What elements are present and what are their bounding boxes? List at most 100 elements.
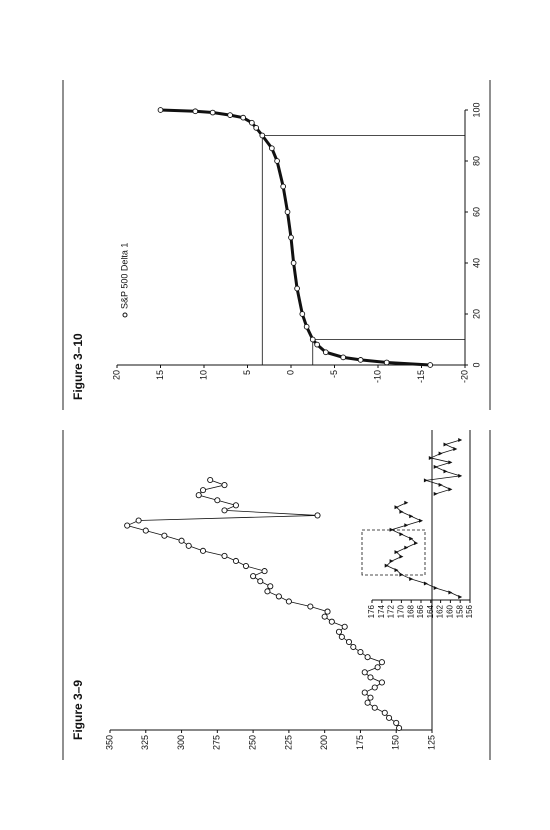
point: [443, 469, 448, 474]
point: [384, 563, 389, 568]
point: [274, 158, 280, 164]
highlight-box: [361, 529, 426, 576]
point: [199, 487, 207, 494]
x-tick-label: 20: [471, 309, 481, 319]
y-tick-label: 350: [104, 735, 114, 750]
x-tick-label: 60: [471, 207, 481, 217]
point: [240, 114, 247, 121]
point: [338, 633, 345, 640]
point: [364, 699, 371, 706]
y-tick-label: 325: [140, 735, 150, 750]
point: [250, 573, 257, 580]
point: [458, 595, 463, 599]
point: [414, 541, 419, 546]
y-tick-label: 172: [387, 604, 396, 618]
point: [438, 451, 443, 456]
y-tick-label: 0: [285, 370, 295, 375]
y-tick-label: -20: [459, 370, 469, 383]
point: [157, 107, 164, 113]
point: [367, 694, 374, 701]
y-tick-label: 166: [416, 604, 425, 618]
point: [322, 349, 329, 356]
point: [259, 132, 266, 139]
y-tick-label: 250: [247, 735, 257, 750]
point: [124, 522, 131, 529]
point: [381, 709, 388, 716]
y-tick-label: 200: [319, 735, 329, 750]
point: [419, 518, 423, 523]
point: [394, 505, 399, 510]
point: [199, 547, 207, 554]
point: [378, 679, 385, 686]
figure-3-9: Figure 3–9 125 150 175 200 225 250 275 300 325 35…: [62, 430, 491, 760]
x-tick-label: 100: [471, 102, 481, 117]
point: [361, 689, 368, 696]
point: [314, 341, 320, 348]
point: [399, 554, 404, 559]
y-tick-label: -5: [329, 370, 339, 378]
point: [221, 507, 228, 514]
point: [267, 583, 274, 590]
point: [135, 517, 142, 524]
point: [393, 719, 400, 726]
figure-3-10: Figure 3–10 -20 -15 -10 -5 0 5 10 15 20 0 20 40 60 80…: [62, 80, 491, 410]
point: [221, 482, 228, 489]
legend-marker: [122, 312, 128, 318]
point: [324, 608, 331, 615]
y-tick-label: 275: [212, 735, 222, 750]
point: [185, 542, 192, 549]
point: [364, 654, 371, 661]
point: [261, 568, 268, 575]
point: [409, 514, 414, 519]
point: [399, 532, 404, 537]
y-tick-label: -15: [416, 370, 426, 383]
y-tick-label: 300: [176, 735, 186, 750]
y-tick-label: 174: [377, 604, 386, 618]
point: [340, 354, 347, 361]
point: [232, 502, 239, 509]
point: [227, 112, 233, 118]
series-line: [125, 479, 400, 729]
point: [242, 562, 250, 570]
y-tick-label: 164: [426, 604, 435, 618]
point: [409, 577, 414, 582]
x-tick-label: 40: [471, 258, 481, 268]
point: [374, 664, 381, 671]
point: [284, 209, 291, 215]
point: [371, 684, 378, 691]
point: [453, 446, 458, 451]
point: [448, 590, 453, 595]
point: [357, 357, 364, 363]
point: [361, 669, 368, 676]
point: [269, 145, 275, 152]
point: [321, 613, 328, 620]
point: [438, 482, 443, 487]
point: [303, 323, 310, 330]
point: [307, 603, 314, 610]
y-tick-label: 20: [111, 370, 121, 380]
y-tick-label: 168: [406, 604, 415, 618]
point: [386, 714, 393, 721]
point: [309, 336, 316, 343]
point: [383, 359, 390, 366]
point: [423, 478, 428, 483]
point: [448, 487, 453, 492]
point: [433, 491, 438, 496]
point: [207, 476, 214, 484]
point: [142, 527, 149, 534]
point: [404, 545, 409, 550]
point: [389, 527, 394, 532]
point: [378, 659, 385, 666]
point: [285, 598, 292, 605]
point: [214, 497, 221, 504]
point: [257, 578, 264, 585]
point: [350, 643, 357, 651]
point: [275, 593, 282, 600]
point: [195, 492, 202, 499]
point: [232, 557, 239, 565]
point: [371, 704, 378, 711]
point: [443, 442, 448, 447]
y-tick-label: 176: [367, 604, 376, 618]
